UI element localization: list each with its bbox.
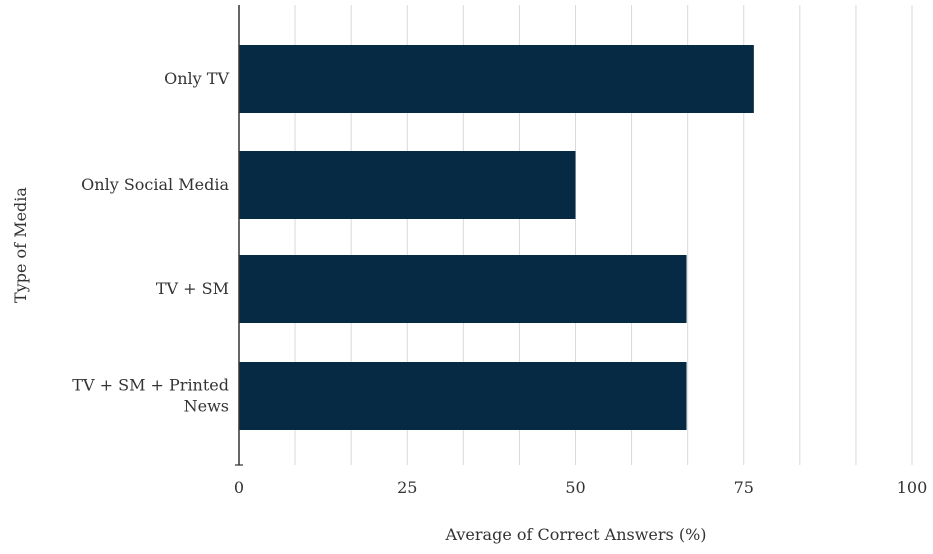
x-tick-label: 0: [234, 478, 244, 497]
bar: [239, 45, 754, 113]
bar: [239, 151, 576, 219]
category-label: Only TV: [164, 69, 229, 88]
axis-layer: [235, 5, 243, 466]
bar: [239, 255, 687, 323]
x-tick-label: 25: [397, 478, 417, 497]
y-axis-title: Type of Media: [11, 187, 30, 303]
category-label: Only Social Media: [81, 175, 229, 194]
label-layer: 0 25 50 75 100 Only TV Only Social Media TV + S…: [72, 69, 927, 497]
category-label: TV + SM + Printed News: [72, 376, 229, 416]
x-tick-label: 75: [734, 478, 754, 497]
bar: [239, 362, 687, 430]
x-axis-title: Average of Correct Answers (%): [444, 525, 706, 544]
bar-layer: [239, 45, 754, 430]
x-tick-label: 100: [897, 478, 928, 497]
x-tick-label: 50: [565, 478, 585, 497]
category-label: TV + SM: [156, 279, 229, 298]
